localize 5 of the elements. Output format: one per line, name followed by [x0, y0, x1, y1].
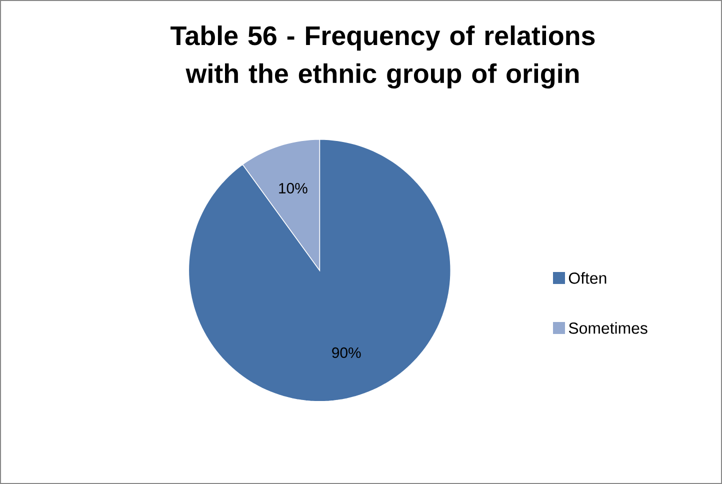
- legend-label: Often: [568, 272, 606, 284]
- data-label: 10%: [279, 182, 308, 194]
- chart-title: Table 56 - Frequency of relations with the ethnic group of origin: [170, 26, 595, 89]
- legend-label: Sometimes: [568, 322, 648, 334]
- data-label: 90%: [332, 347, 361, 358]
